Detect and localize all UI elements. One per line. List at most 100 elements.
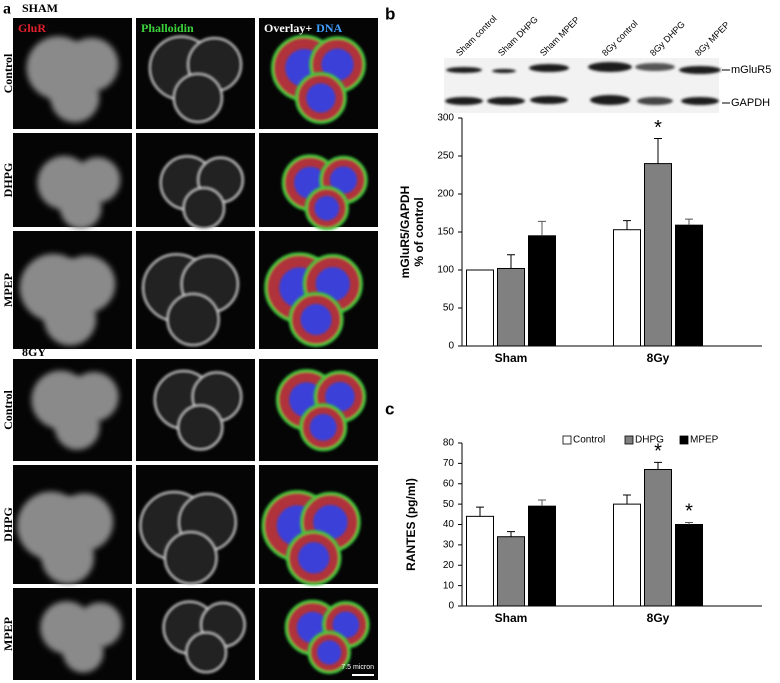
bar [528,235,556,347]
legend-label: Control [573,435,605,446]
panel-label: b [385,4,395,23]
significance-mark: * [654,117,662,139]
y-tick-label: 60 [443,478,455,489]
error-bar [654,138,662,164]
bar [466,269,494,347]
column-title: Phalloidin [141,21,194,35]
row-label: Control [1,389,15,429]
error-bar [623,494,631,505]
cell-outline [163,530,218,585]
error-bar [654,461,662,470]
y-tick-label: 50 [443,303,455,314]
cell-outline [172,72,224,124]
error-bar [507,254,515,269]
column-title: Overlay+ DNA [264,21,343,35]
y-tick-label: 250 [437,151,454,162]
y-tick-label: 10 [443,580,455,591]
y-axis-label: mGluR5/GAPDH [398,186,412,279]
y-tick-label: 70 [443,458,455,469]
cell-outline [185,631,228,674]
error-bar [507,531,515,537]
y-tick-label: 200 [437,189,454,200]
y-tick-label: 40 [443,519,455,530]
cell-stain [50,73,100,123]
nucleus [321,48,354,81]
error-bar [476,506,484,517]
x-tick-label: Sham [495,611,528,625]
cell-outline [166,292,220,347]
group-title: SHAM [22,1,58,15]
column-title: GluR [18,21,46,35]
lane-label: Sham DHPG [496,14,540,58]
significance-mark: * [654,441,662,463]
lane-label: Sham control [454,14,499,59]
nucleus [298,542,330,574]
panel-label: a [3,1,11,18]
significance-mark: * [685,501,693,523]
lane-label: 8Gy DHPG [648,19,687,58]
row-label: MPEP [1,273,15,307]
bar [497,536,525,607]
nucleus [300,303,332,336]
error-bar [685,218,693,226]
y-tick-label: 300 [437,113,454,124]
cell-stain [41,531,94,584]
bar [644,468,672,607]
y-tick-label: 80 [443,438,455,449]
cell-stain [44,293,97,346]
x-tick-label: 8Gy [647,351,670,365]
cell-outline [177,404,224,451]
bar [528,505,556,607]
x-tick-label: Sham [495,351,528,365]
error-bar [538,220,546,236]
legend-swatch [562,435,572,445]
legend-label: DHPG [635,435,664,446]
nucleus [325,381,355,412]
y-tick-label: 150 [437,227,454,238]
legend-swatch [679,435,689,445]
y-tick-label: 0 [448,601,454,612]
row-label: Control [1,53,15,93]
error-bar [538,499,546,507]
nucleus [306,83,336,113]
nucleus [329,166,358,194]
western-blot [444,58,730,113]
error-bar [685,521,693,525]
cell-stain [54,404,100,450]
bar [675,224,703,347]
panel-label: c [385,399,394,418]
y-tick-label: 100 [437,265,454,276]
error-bar [623,220,631,230]
legend-label: MPEP [690,435,719,446]
nucleus [317,640,342,665]
nucleus [332,611,360,639]
cell-stain [60,187,102,229]
cell-outline [182,186,226,230]
cell-stain [62,632,104,673]
nucleus [313,504,348,540]
lane-label: Sham MPEP [538,15,582,59]
nucleus [315,266,350,302]
band-label: GAPDH [731,97,770,109]
y-tick-label: 20 [443,560,455,571]
nucleus [314,195,340,221]
row-label: MPEP [1,617,15,651]
row-label: DHPG [1,163,15,198]
band-label: mGluR5 [731,64,771,76]
bar [613,503,641,607]
scale-bar-label: 7.5 micron [341,664,374,671]
legend-swatch [624,435,634,445]
y-axis-label: RANTES (pg/ml) [404,478,418,571]
lane-label: 8Gy MPEP [693,20,732,59]
nucleus [309,413,337,441]
y-tick-label: 30 [443,540,455,551]
bar [675,524,703,607]
y-tick-label: 50 [443,499,455,510]
y-axis-label: % of control [412,197,426,266]
y-tick-label: 0 [448,341,454,352]
bar [466,515,494,607]
bar [497,267,525,347]
